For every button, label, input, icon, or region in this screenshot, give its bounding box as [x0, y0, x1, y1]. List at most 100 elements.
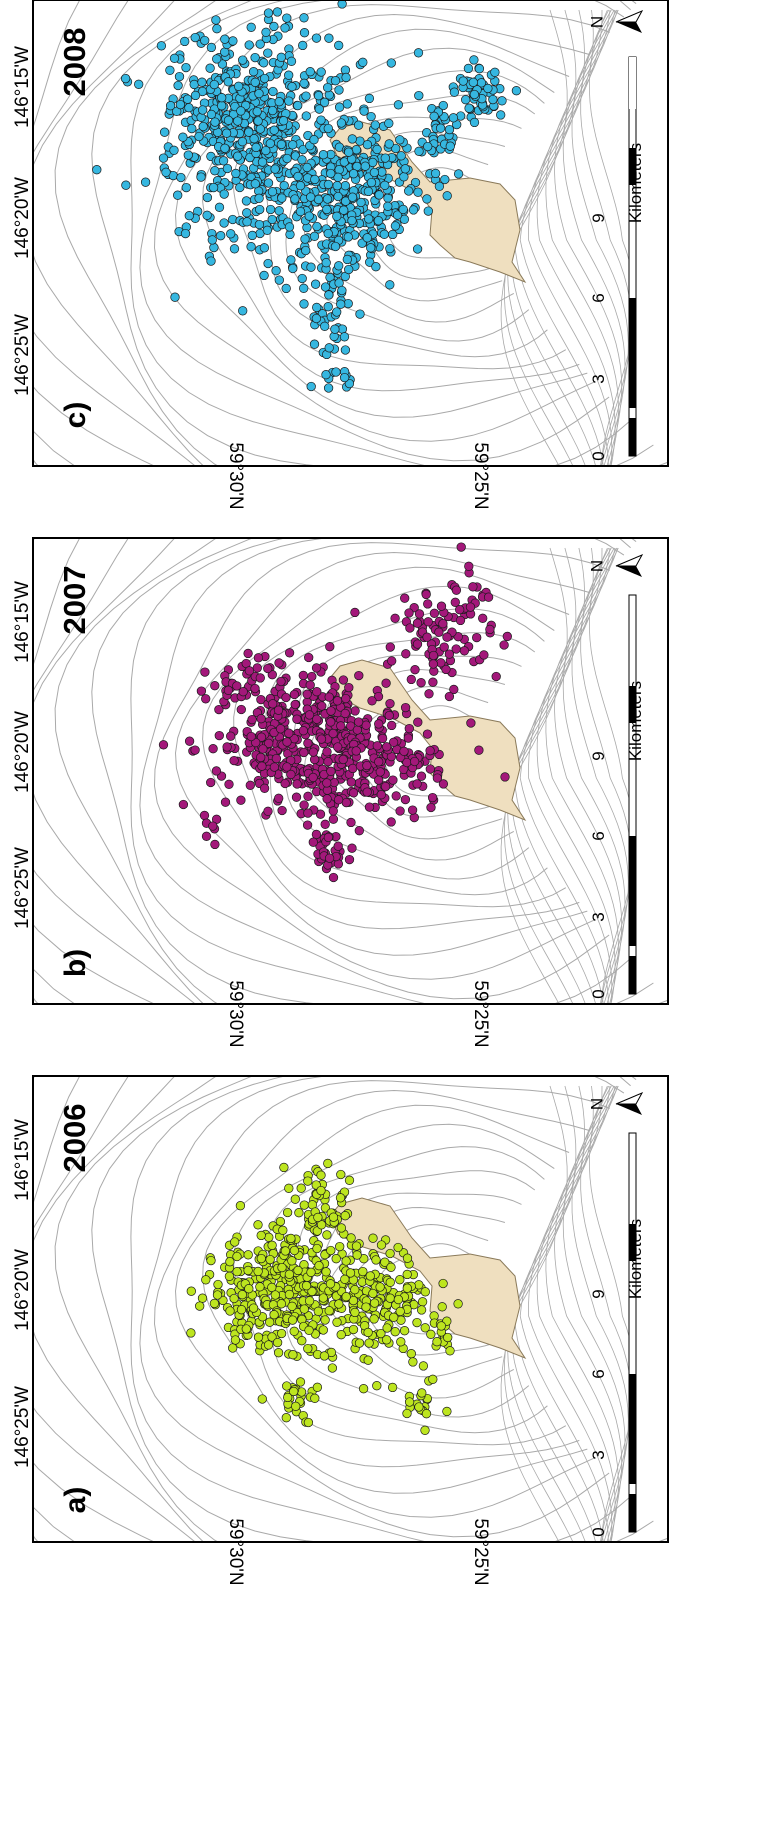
sighting-point	[282, 13, 292, 23]
sighting-point	[334, 40, 344, 51]
sighting-point	[229, 244, 240, 254]
sighting-point	[233, 151, 243, 161]
sighting-point	[328, 806, 338, 816]
sighting-point	[376, 790, 386, 800]
sighting-point	[459, 646, 470, 656]
sighting-point	[247, 230, 257, 241]
sighting-point	[323, 82, 333, 93]
sighting-point	[328, 814, 339, 824]
sighting-point	[274, 97, 284, 107]
sighting-point	[336, 299, 346, 309]
contour-line	[536, 1085, 619, 1541]
sighting-point	[253, 653, 264, 663]
sighting-point	[250, 77, 260, 87]
contour-line	[130, 539, 632, 1003]
sighting-point	[255, 124, 265, 134]
sighting-point	[287, 1301, 297, 1311]
sighting-point	[373, 691, 384, 702]
sighting-point	[216, 231, 226, 241]
sighting-point	[336, 1330, 346, 1340]
sighting-point	[461, 95, 471, 105]
sighting-point	[353, 717, 364, 727]
sighting-point	[224, 1271, 235, 1281]
sighting-point	[238, 55, 248, 65]
sighting-point	[255, 204, 265, 215]
sighting-point	[312, 687, 322, 697]
sighting-point	[383, 201, 393, 211]
sighting-point	[263, 258, 273, 269]
sighting-point	[363, 186, 374, 197]
sighting-point	[222, 742, 232, 752]
sighting-point	[478, 613, 488, 623]
sighting-point	[158, 740, 169, 750]
sighting-point	[288, 140, 298, 150]
sighting-point	[313, 194, 324, 205]
contour-line	[588, 9, 636, 465]
sighting-point	[409, 756, 420, 767]
sighting-point	[284, 222, 295, 232]
sighting-point	[453, 1299, 463, 1309]
sighting-point	[429, 111, 439, 121]
sighting-point	[439, 642, 449, 652]
sighting-point	[350, 706, 360, 716]
sighting-point	[263, 1340, 274, 1350]
latitude-label: 59°30'N	[225, 442, 246, 509]
sighting-point	[230, 1335, 241, 1345]
sighting-point	[235, 1201, 246, 1211]
sighting-point	[332, 1317, 342, 1327]
sighting-point	[341, 1256, 351, 1266]
sighting-point	[254, 193, 264, 203]
sighting-point	[410, 177, 421, 188]
north-label: N	[587, 1098, 606, 1110]
sighting-point	[306, 1267, 316, 1277]
sighting-point	[274, 793, 284, 803]
sighting-point	[400, 593, 410, 603]
sighting-point	[445, 141, 455, 151]
sighting-point	[348, 169, 359, 179]
sighting-point	[316, 1170, 326, 1180]
sighting-point	[414, 90, 424, 101]
sighting-point	[304, 1296, 315, 1306]
sighting-point	[209, 1298, 220, 1309]
sighting-point	[442, 632, 452, 642]
sighting-point	[225, 1257, 235, 1267]
scale-segment	[629, 836, 636, 946]
sighting-point	[340, 1274, 350, 1284]
sighting-point	[299, 78, 309, 88]
sighting-point	[236, 1305, 247, 1315]
sighting-point	[304, 710, 315, 720]
sighting-point	[237, 1290, 247, 1300]
sighting-point	[310, 279, 321, 289]
sighting-point	[388, 737, 399, 747]
sighting-point	[310, 1393, 320, 1403]
sighting-point	[249, 134, 259, 144]
sighting-point	[436, 1321, 446, 1331]
sighting-point	[407, 805, 418, 815]
scale-tick-label: 6	[589, 293, 608, 302]
sighting-point	[334, 85, 344, 95]
sighting-point	[256, 714, 266, 724]
sighting-point	[315, 809, 326, 819]
sighting-point	[370, 120, 380, 130]
sighting-point	[342, 99, 352, 109]
sighting-point	[274, 658, 284, 668]
sighting-point	[362, 760, 372, 771]
sighting-point	[190, 32, 200, 43]
island-landmass	[329, 1197, 527, 1360]
sighting-point	[434, 627, 444, 637]
sighting-point	[272, 7, 283, 17]
sighting-points	[158, 542, 512, 883]
sighting-point	[373, 216, 384, 226]
sighting-point	[246, 22, 256, 32]
sighting-point	[158, 153, 169, 163]
sighting-point	[330, 241, 341, 252]
sighting-point	[385, 1277, 395, 1287]
sighting-point	[187, 123, 197, 134]
sighting-point	[264, 738, 274, 748]
sighting-point	[316, 1185, 326, 1196]
sighting-point	[380, 180, 390, 190]
sighting-point	[382, 1323, 392, 1333]
scale-unit-label: Kilometers	[626, 143, 645, 223]
north-label: N	[587, 560, 606, 572]
sighting-point	[469, 89, 480, 100]
